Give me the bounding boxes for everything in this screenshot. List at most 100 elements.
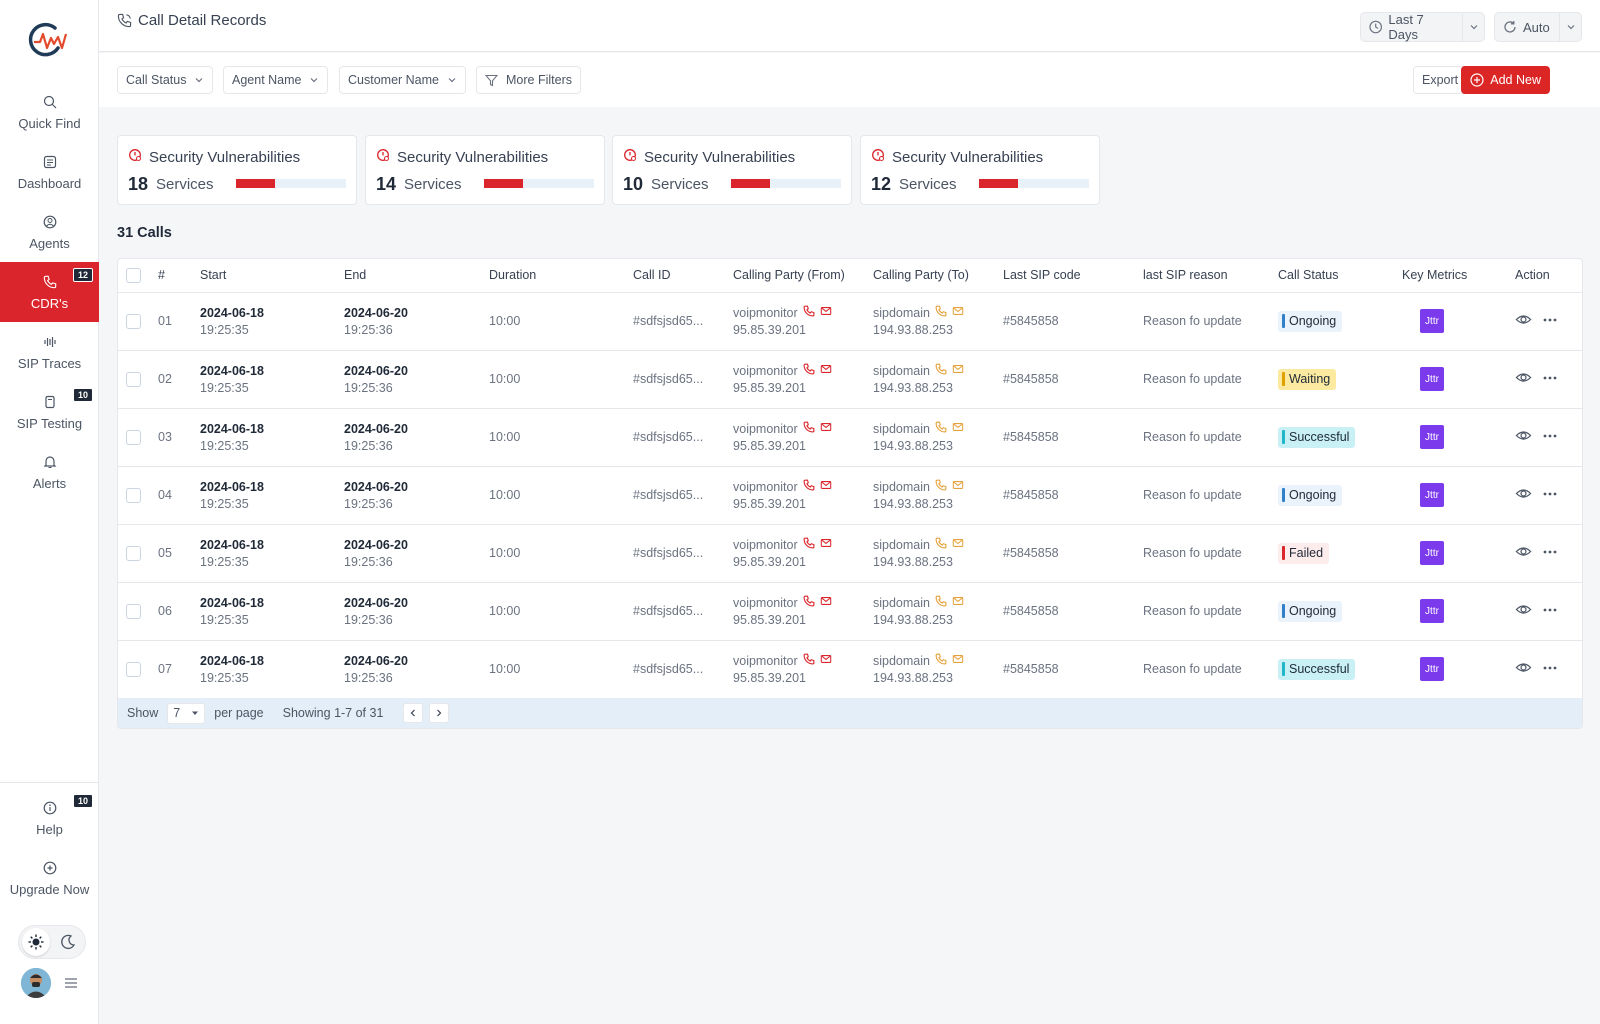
row-checkbox[interactable] [126,371,141,387]
jitter-metric-badge[interactable]: Jttr [1420,425,1444,449]
eye-icon[interactable] [1515,601,1532,621]
table-row[interactable]: 07 2024-06-18 19:25:35 2024-06-20 19:25:36 10… [118,640,1582,699]
row-checkbox[interactable] [126,313,141,329]
mail-icon[interactable] [952,305,964,320]
call-id[interactable]: #sdfsjsd65... [629,408,729,467]
eye-icon[interactable] [1515,311,1532,331]
mail-icon[interactable] [952,537,964,552]
page-size-select[interactable]: 7 [167,702,206,724]
user-avatar[interactable] [21,968,51,998]
eye-icon[interactable] [1515,543,1532,563]
call-id[interactable]: #sdfsjsd65... [629,350,729,409]
mail-icon[interactable] [820,363,832,378]
table-row[interactable]: 06 2024-06-18 19:25:35 2024-06-20 19:25:36 10… [118,582,1582,641]
phone-icon[interactable] [803,363,815,378]
jitter-metric-badge[interactable]: Jttr [1420,657,1444,681]
call-id[interactable]: #sdfsjsd65... [629,524,729,583]
column-header-index[interactable]: # [154,259,196,293]
customer-name-filter[interactable]: Customer Name [339,66,466,94]
more-options-icon[interactable] [1542,602,1558,621]
next-page-button[interactable] [429,703,450,723]
jitter-metric-badge[interactable]: Jttr [1420,367,1444,391]
phone-icon[interactable] [803,653,815,668]
phone-icon[interactable] [803,537,815,552]
sidebar-item-agents[interactable]: Agents [0,202,99,262]
column-header-end[interactable]: End [340,259,485,293]
mail-icon[interactable] [952,595,964,610]
sidebar-item-upgrade-now[interactable]: Upgrade Now [0,848,99,908]
column-header-last-sip-code[interactable]: Last SIP code [999,259,1139,293]
prev-page-button[interactable] [403,703,424,723]
phone-icon[interactable] [803,595,815,610]
table-row[interactable]: 01 2024-06-18 19:25:35 2024-06-20 19:25:36 10… [118,292,1582,351]
table-row[interactable]: 02 2024-06-18 19:25:35 2024-06-20 19:25:36 10… [118,350,1582,409]
mail-icon[interactable] [952,421,964,436]
hamburger-menu-icon[interactable] [64,976,78,990]
security-card[interactable]: Security Vulnerabilities 14 Services [365,135,605,205]
sidebar-item-help[interactable]: Help 10 [0,788,99,848]
call-id[interactable]: #sdfsjsd65... [629,582,729,641]
sidebar-item-sip-testing[interactable]: SIP Testing 10 [0,382,99,442]
phone-icon[interactable] [935,363,947,378]
phone-icon[interactable] [803,421,815,436]
moon-icon[interactable] [54,928,82,956]
call-status-filter[interactable]: Call Status [117,66,214,94]
sidebar-item-alerts[interactable]: Alerts [0,442,99,502]
table-row[interactable]: 03 2024-06-18 19:25:35 2024-06-20 19:25:36 10… [118,408,1582,467]
sidebar-item-dashboard[interactable]: Dashboard [0,142,99,202]
more-options-icon[interactable] [1542,370,1558,389]
call-id[interactable]: #sdfsjsd65... [629,466,729,525]
theme-toggle[interactable] [18,925,86,959]
phone-icon[interactable] [935,479,947,494]
mail-icon[interactable] [820,305,832,320]
mail-icon[interactable] [820,537,832,552]
phone-icon[interactable] [935,653,947,668]
column-header-duration[interactable]: Duration [485,259,629,293]
sidebar-item-sip-traces[interactable]: SIP Traces [0,322,99,382]
row-checkbox[interactable] [126,661,141,677]
eye-icon[interactable] [1515,659,1532,679]
eye-icon[interactable] [1515,369,1532,389]
column-header-start[interactable]: Start [196,259,340,293]
security-card[interactable]: Security Vulnerabilities 18 Services [117,135,357,205]
phone-icon[interactable] [935,305,947,320]
jitter-metric-badge[interactable]: Jttr [1420,541,1444,565]
table-row[interactable]: 05 2024-06-18 19:25:35 2024-06-20 19:25:36 10… [118,524,1582,583]
sun-icon[interactable] [22,928,50,956]
sidebar-item-cdr-s[interactable]: CDR's 12 [0,262,99,322]
table-row[interactable]: 04 2024-06-18 19:25:35 2024-06-20 19:25:36 10… [118,466,1582,525]
auto-refresh-select[interactable]: Auto [1494,12,1582,42]
eye-icon[interactable] [1515,427,1532,447]
row-checkbox[interactable] [126,545,141,561]
phone-icon[interactable] [803,305,815,320]
mail-icon[interactable] [952,363,964,378]
mail-icon[interactable] [820,479,832,494]
sidebar-item-quick-find[interactable]: Quick Find [0,82,99,142]
mail-icon[interactable] [952,479,964,494]
column-header-calling-party-to[interactable]: Calling Party (To) [869,259,999,293]
column-header-calling-party-from[interactable]: Calling Party (From) [729,259,869,293]
phone-icon[interactable] [935,595,947,610]
more-options-icon[interactable] [1542,660,1558,679]
more-options-icon[interactable] [1542,544,1558,563]
mail-icon[interactable] [820,653,832,668]
jitter-metric-badge[interactable]: Jttr [1420,483,1444,507]
phone-icon[interactable] [803,479,815,494]
chevron-down-icon[interactable] [1462,13,1484,41]
jitter-metric-badge[interactable]: Jttr [1420,309,1444,333]
add-new-button[interactable]: Add New [1461,66,1550,94]
agent-name-filter[interactable]: Agent Name [223,66,329,94]
phone-icon[interactable] [935,537,947,552]
call-id[interactable]: #sdfsjsd65... [629,292,729,351]
phone-icon[interactable] [935,421,947,436]
select-all-checkbox[interactable] [126,267,141,283]
column-header-call-id[interactable]: Call ID [629,259,729,293]
more-options-icon[interactable] [1542,486,1558,505]
column-header-key-metrics[interactable]: Key Metrics [1398,259,1511,293]
chevron-down-icon[interactable] [1559,13,1581,41]
column-header-action[interactable]: Action [1511,259,1582,293]
more-options-icon[interactable] [1542,312,1558,331]
row-checkbox[interactable] [126,603,141,619]
date-range-select[interactable]: Last 7 Days [1360,12,1485,42]
mail-icon[interactable] [820,595,832,610]
